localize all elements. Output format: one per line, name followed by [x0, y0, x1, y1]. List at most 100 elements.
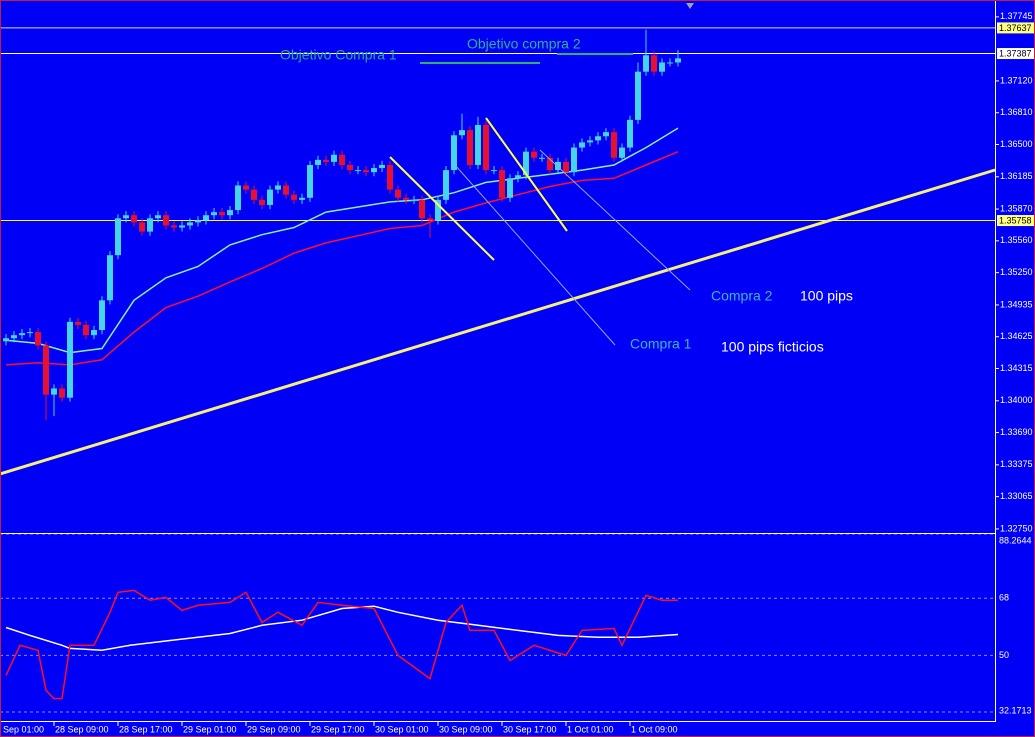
- candle-body: [163, 215, 169, 226]
- candle-body: [539, 157, 545, 159]
- price-label-box: [997, 48, 1034, 60]
- y-tick-label: 1.32750: [1000, 523, 1033, 533]
- x-tick-label: Sep 01:00: [3, 724, 44, 734]
- y-tick-label: 1.33690: [1000, 427, 1033, 437]
- candle-body: [75, 321, 81, 325]
- y-tick-label: 1.33065: [1000, 491, 1033, 501]
- candle-body: [35, 332, 41, 346]
- x-tick-label: 29 Sep 09:00: [247, 724, 301, 734]
- x-tick-label: 28 Sep 17:00: [119, 724, 173, 734]
- x-tick-label: 1 Oct 01:00: [567, 724, 614, 734]
- candle-body: [459, 130, 465, 136]
- candle-body: [115, 218, 121, 256]
- candle-body: [107, 255, 113, 301]
- price-label-box: [997, 22, 1034, 34]
- annotations: Objetivo Compra 1 Objetivo compra 2 Comp…: [280, 36, 853, 355]
- candle-body: [131, 215, 137, 223]
- candle-body: [123, 215, 129, 219]
- candle-body: [523, 151, 529, 176]
- candle-body: [155, 215, 161, 219]
- x-tick-label: 30 Sep 17:00: [503, 724, 557, 734]
- trendline: [0, 168, 996, 476]
- candle-body: [475, 124, 481, 165]
- y-tick-label: 1.34935: [1000, 299, 1033, 309]
- annotation: Objetivo Compra 1: [280, 47, 397, 63]
- candle-body: [235, 185, 241, 211]
- candle-body: [547, 157, 553, 171]
- candle-body: [243, 185, 249, 190]
- y-tick-label: 1.35870: [1000, 203, 1033, 213]
- candle-body: [579, 142, 585, 148]
- candle-body: [675, 58, 681, 63]
- candle-body: [11, 335, 17, 339]
- shift-marker: [686, 3, 694, 9]
- candle-body: [363, 170, 369, 173]
- candle-body: [251, 189, 257, 200]
- x-tick-label: 28 Sep 09:00: [55, 724, 109, 734]
- y-tick-label: 1.33375: [1000, 459, 1033, 469]
- candle-body: [659, 62, 665, 72]
- candle-body: [571, 147, 577, 173]
- candle-body: [139, 222, 145, 232]
- candle-body: [283, 185, 289, 195]
- candle-body: [27, 332, 33, 334]
- y-tick-label: 1.34315: [1000, 363, 1033, 373]
- indicator-line: [5, 605, 679, 652]
- candle-body: [307, 164, 313, 198]
- candle-body: [147, 218, 153, 232]
- candle-body: [19, 333, 25, 336]
- candle-body: [395, 189, 401, 198]
- candle-body: [651, 55, 657, 72]
- annotation: Compra 2: [711, 288, 773, 304]
- candle-body: [419, 199, 425, 219]
- y-tick-label: 1.35560: [1000, 235, 1033, 245]
- price-label-box: [997, 215, 1034, 227]
- candle-body: [59, 388, 65, 398]
- x-tick-label: 29 Sep 17:00: [311, 724, 365, 734]
- annotation: Objetivo compra 2: [467, 36, 581, 52]
- candle-body: [339, 154, 345, 165]
- price-label: 1.37387: [999, 48, 1032, 58]
- x-tick-label: 30 Sep 09:00: [439, 724, 493, 734]
- candle-body: [451, 135, 457, 171]
- candle-body: [379, 164, 385, 169]
- candle-body: [555, 161, 561, 171]
- y-tick-label: 1.36810: [1000, 107, 1033, 117]
- candle-body: [187, 222, 193, 226]
- candle-body: [83, 324, 89, 336]
- annotation: Compra 1: [630, 336, 692, 352]
- moving-average: [5, 151, 679, 366]
- indicator-line: [5, 589, 678, 700]
- axis-labels: 1.37637 1.37387 1.35758 1.37745 1.37120 1.368…: [3, 11, 1034, 734]
- pointer-line: [539, 149, 691, 291]
- y-tick-label: 50: [999, 650, 1009, 660]
- candle-body: [603, 132, 609, 137]
- candle-body: [179, 225, 185, 228]
- candle-body: [619, 147, 625, 158]
- candle-body: [67, 321, 73, 398]
- candle-body: [515, 175, 521, 179]
- annotation: 100 pips ficticios: [721, 339, 824, 355]
- candle-body: [291, 194, 297, 200]
- candle-body: [467, 130, 473, 165]
- price-label: 1.37637: [999, 23, 1032, 33]
- candle-body: [219, 212, 225, 216]
- candle-body: [483, 124, 489, 171]
- pointer-line: [454, 164, 616, 346]
- candle-body: [427, 218, 433, 221]
- candle-body: [275, 185, 281, 190]
- candle-body: [347, 164, 353, 171]
- candle-body: [611, 132, 617, 158]
- candle-body: [587, 140, 593, 143]
- y-tick-label: 68: [999, 593, 1009, 603]
- candle-body: [595, 136, 601, 141]
- candle-body: [259, 199, 265, 205]
- y-tick-label: 88.2644: [999, 535, 1032, 545]
- candle-body: [211, 212, 217, 216]
- price-label: 1.35758: [999, 215, 1032, 225]
- candle-body: [267, 189, 273, 205]
- candle-body: [491, 170, 497, 172]
- x-tick-label: 30 Sep 01:00: [375, 724, 429, 734]
